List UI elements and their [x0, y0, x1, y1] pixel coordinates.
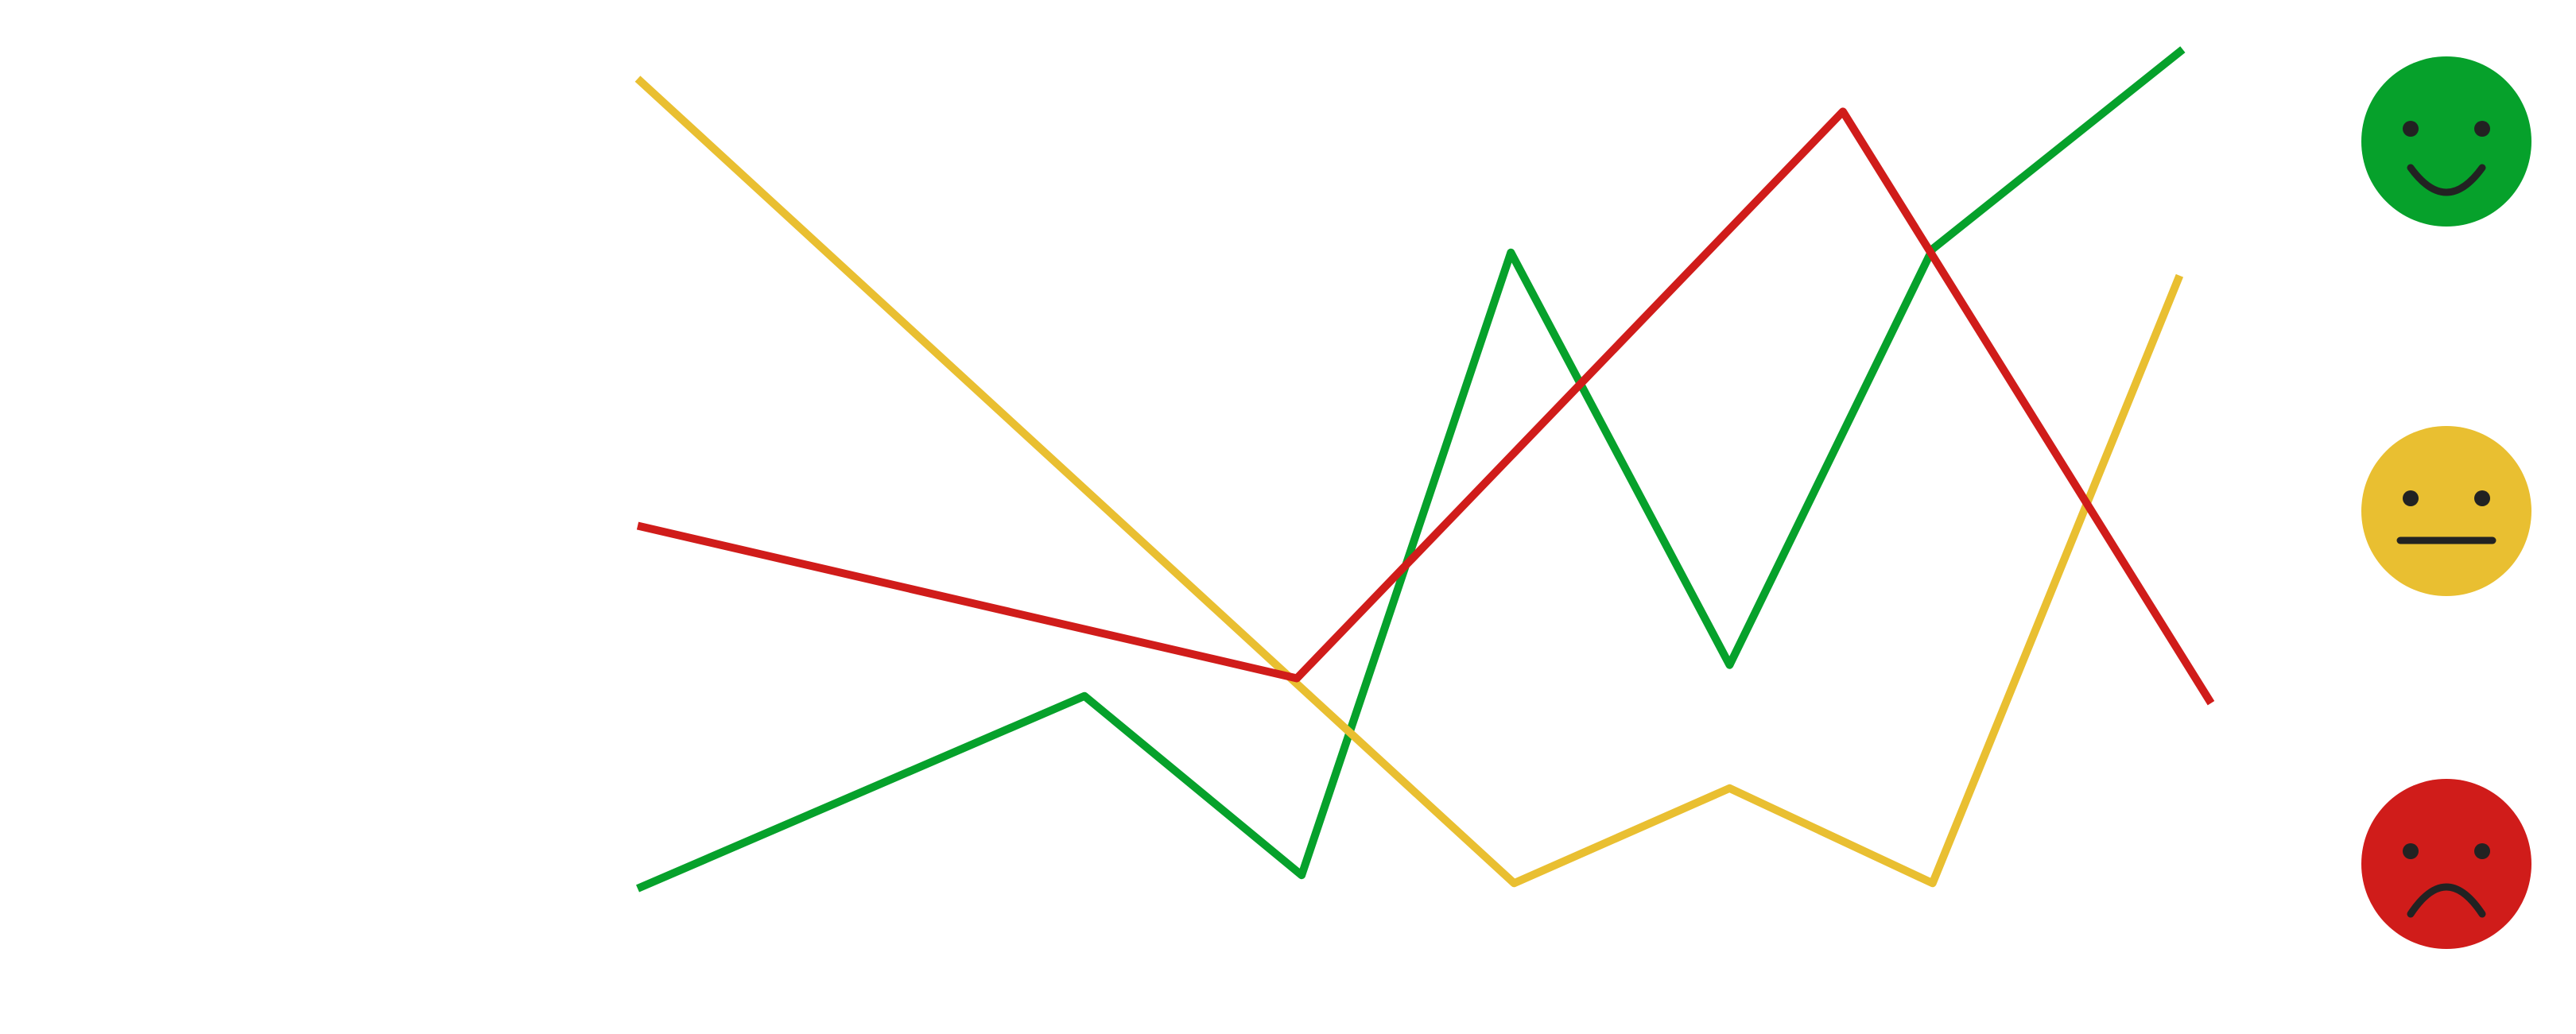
face-eye [2474, 490, 2490, 506]
face-eye [2403, 121, 2419, 137]
face-mouth [2407, 164, 2486, 196]
face-eye [2403, 490, 2419, 506]
face-mouth [2407, 883, 2486, 918]
series-line [636, 46, 2186, 893]
face-eye [2474, 121, 2490, 137]
legend-face-circle [2361, 56, 2531, 227]
series-line [634, 76, 2184, 888]
legend-face-circle [2361, 426, 2531, 596]
face-eye [2403, 843, 2419, 859]
legend-face [2361, 56, 2531, 227]
series-line [636, 107, 2215, 706]
legend-face [2361, 426, 2531, 596]
face-eye [2474, 843, 2490, 859]
legend-face [2361, 779, 2531, 949]
legend-face-circle [2361, 779, 2531, 949]
